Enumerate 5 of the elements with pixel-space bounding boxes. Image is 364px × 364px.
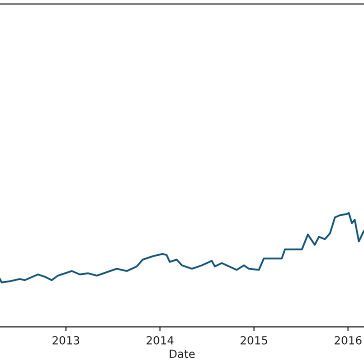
x-tick-label: 2015 [240,336,268,344]
x-tick-label: 2013 [52,336,80,344]
x-axis-title: Date [170,350,195,358]
x-tick-label: 2014 [146,336,174,344]
x-tick-label: 2016 [334,336,362,344]
